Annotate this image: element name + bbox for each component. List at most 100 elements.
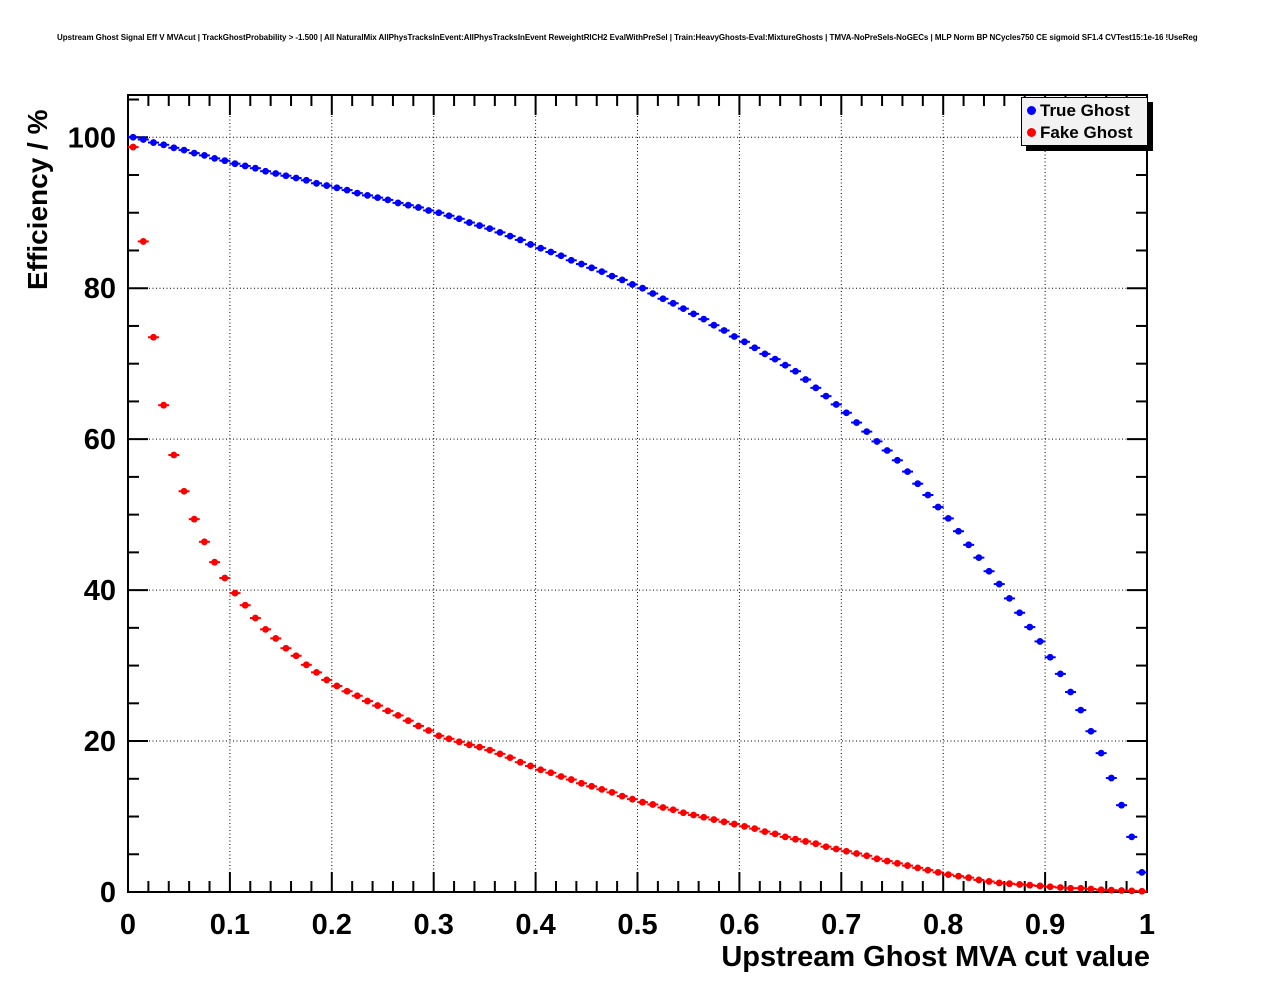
data-point (506, 754, 514, 762)
legend-label-true-ghost: True Ghost (1040, 101, 1130, 121)
data-point (1006, 880, 1013, 888)
data-point (364, 697, 371, 705)
data-point (1016, 881, 1024, 888)
data-point (221, 157, 229, 165)
y-tick-label: 40 (84, 575, 116, 607)
data-point (231, 160, 239, 168)
data-point (730, 820, 738, 828)
data-point (476, 222, 483, 229)
data-point (211, 558, 219, 566)
data-point (323, 676, 331, 684)
data-point (792, 835, 799, 843)
data-point (893, 859, 901, 867)
data-point (1118, 887, 1125, 894)
data-point (1118, 801, 1125, 809)
data-point (221, 574, 229, 582)
data-point (1067, 688, 1074, 696)
x-tick-label: 0 (120, 909, 136, 941)
data-point (190, 149, 198, 157)
data-point (588, 264, 596, 272)
data-point (241, 162, 249, 170)
data-point (914, 864, 922, 872)
data-point (730, 333, 738, 340)
data-point (364, 191, 371, 199)
data-point (557, 252, 565, 260)
data-point (944, 871, 952, 879)
data-point (1128, 833, 1136, 841)
data-point (1067, 884, 1074, 892)
data-point (812, 840, 820, 848)
data-point (690, 310, 697, 318)
x-tick-label: 0.6 (719, 909, 759, 941)
data-point (1138, 868, 1146, 876)
data-point (211, 154, 219, 162)
x-tick-label: 0.3 (414, 909, 454, 941)
data-point (415, 204, 422, 211)
data-point (863, 428, 871, 436)
x-tick-label: 1 (1139, 909, 1155, 941)
y-axis-title: Efficiency / % (22, 109, 53, 290)
data-point (904, 468, 911, 476)
data-point (547, 769, 555, 777)
data-point (629, 281, 636, 288)
data-point (618, 792, 626, 800)
data-point (241, 601, 249, 609)
data-point (343, 687, 351, 695)
x-tick-label: 0.4 (515, 909, 555, 941)
data-point (282, 644, 290, 652)
data-point (1056, 670, 1064, 678)
data-point (374, 194, 382, 202)
data-point (384, 196, 392, 204)
data-point (720, 327, 728, 334)
data-point (598, 268, 606, 276)
data-point (995, 879, 1003, 887)
x-tick-label: 0.8 (923, 909, 963, 941)
data-point (883, 447, 891, 454)
data-point (924, 491, 932, 499)
data-point (822, 392, 830, 400)
data-point (486, 225, 494, 232)
data-point (761, 350, 769, 358)
data-point (394, 711, 402, 719)
data-point (955, 872, 962, 880)
data-point (873, 855, 881, 863)
data-point (374, 702, 382, 709)
data-point (934, 868, 942, 876)
data-point (659, 804, 667, 811)
data-point (425, 727, 433, 734)
data-point (761, 828, 769, 836)
legend-label-fake-ghost: Fake Ghost (1040, 122, 1133, 142)
data-point (669, 299, 677, 307)
data-point (139, 238, 147, 245)
grid-lines (128, 95, 1147, 892)
data-point (313, 179, 320, 187)
data-point (965, 541, 973, 549)
data-point (1087, 727, 1095, 735)
data-point (567, 776, 575, 783)
data-point (1026, 623, 1034, 631)
data-point (139, 136, 147, 143)
data-point (679, 809, 687, 817)
data-point (1026, 881, 1034, 889)
data-point (700, 315, 708, 323)
data-point (578, 779, 585, 787)
data-point (955, 527, 962, 535)
plot-title: Upstream Ghost Signal Eff V MVAcut | Tra… (57, 33, 1198, 42)
data-point (384, 707, 392, 715)
data-point (741, 822, 748, 830)
data-point (1046, 883, 1054, 891)
data-point (1087, 885, 1095, 893)
data-point (201, 538, 208, 546)
data-point (262, 625, 269, 633)
data-point (129, 133, 137, 141)
x-tick-label: 0.5 (617, 909, 657, 941)
data-point (883, 857, 891, 865)
data-point (608, 788, 616, 796)
data-point (904, 862, 911, 869)
data-point (1036, 882, 1044, 890)
data-point (425, 207, 433, 214)
y-tick-label: 100 (68, 122, 116, 154)
data-point (394, 199, 402, 207)
data-point (180, 487, 188, 495)
